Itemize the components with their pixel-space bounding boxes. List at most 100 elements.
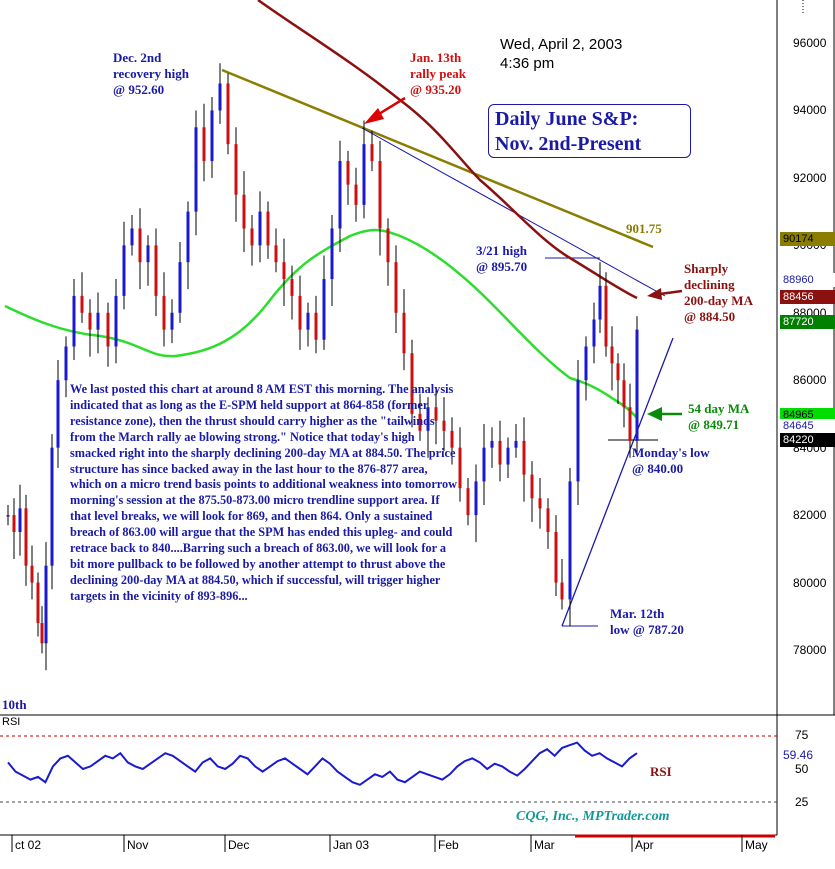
price-tag: 84645 [780, 418, 835, 433]
price-tag: 84220 [780, 433, 835, 448]
price-bar [466, 478, 470, 526]
price-tick-label: 96000 [793, 36, 827, 50]
price-bar [314, 295, 318, 354]
price-bar [146, 235, 150, 286]
price-bar [622, 363, 626, 428]
price-bar [106, 302, 110, 367]
price-bar [6, 504, 10, 526]
price-bar [306, 302, 310, 347]
timestamp-date: Wed, April 2, 2003 [500, 36, 623, 53]
price-bar [186, 201, 190, 290]
month-label: Mar [534, 838, 555, 852]
uptrend-line-blue [561, 337, 674, 627]
annotation-dec2-high: Dec. 2nd recovery high @ 952.60 [113, 50, 189, 97]
price-bar [56, 359, 60, 468]
price-tag: 88960 [780, 273, 835, 288]
timestamp-time: 4:36 pm [500, 55, 555, 72]
price-bar [50, 434, 54, 590]
price-bar [394, 245, 398, 334]
price-bars [6, 63, 639, 671]
price-bar [330, 214, 334, 307]
rsi-line [7, 741, 638, 786]
price-bar [628, 383, 632, 458]
annotation-ma54: 54 day MA @ 849.71 [688, 401, 750, 432]
price-bar [386, 218, 390, 286]
annotation-mar12-low: Mar. 12th low @ 787.20 [610, 606, 684, 637]
price-bar [72, 279, 76, 360]
price-bar [635, 316, 639, 455]
price-bar [242, 171, 246, 253]
chart-title-box: Daily June S&P: Nov. 2nd-Present [488, 104, 691, 158]
annotation-mar21-high: 3/21 high @ 895.70 [476, 243, 528, 274]
price-bar [616, 353, 620, 404]
price-bar [354, 167, 358, 222]
price-bar [24, 494, 28, 586]
price-bar [370, 130, 374, 172]
month-label: Jan 03 [333, 838, 370, 852]
downtrend-line-olive [221, 68, 654, 249]
ma54-arrow [647, 407, 682, 421]
price-bar [18, 484, 22, 556]
jan13-arrow [364, 96, 406, 124]
price-bar [434, 390, 438, 445]
price-bar [568, 467, 572, 627]
month-label: Apr [635, 838, 654, 852]
price-tick-label: 78000 [793, 643, 827, 657]
price-bar [522, 417, 526, 502]
price-bar [402, 289, 406, 371]
price-tag: 90174 [780, 232, 835, 247]
price-bar [474, 464, 478, 543]
price-bar [154, 228, 158, 317]
price-bar [114, 279, 118, 364]
price-bar [64, 336, 68, 398]
chart-subtitle: Nov. 2nd-Present [495, 133, 642, 155]
commentary-text: We last posted this chart at around 8 AM… [70, 382, 458, 603]
price-bar [576, 359, 580, 505]
price-tick-label: 82000 [793, 508, 827, 523]
price-bar [530, 461, 534, 522]
price-bar [96, 292, 100, 354]
price-bar [138, 208, 142, 290]
price-bar [162, 272, 166, 347]
price-tick-label: 92000 [793, 170, 827, 185]
price-bar [266, 201, 270, 259]
price-bar [610, 326, 614, 391]
price-bar [418, 393, 422, 441]
price-bar [410, 339, 414, 428]
annotation-monday-low: Monday's low @ 840.00 [632, 445, 710, 476]
price-tag: 88456 [780, 290, 835, 305]
price-bar [598, 262, 602, 334]
rsi-tick-50: 50 [795, 762, 809, 776]
price-bar [274, 228, 278, 273]
price-bar [290, 265, 294, 320]
price-tick-label: 86000 [793, 373, 827, 388]
price-bar [130, 214, 134, 256]
price-bar [538, 478, 542, 529]
price-bar [506, 437, 510, 479]
price-bar [80, 272, 84, 323]
annotation-oct-low: 10th [2, 697, 27, 712]
ma200-line [257, 0, 638, 300]
month-label: Dec [228, 838, 250, 852]
price-bar [258, 191, 262, 263]
price-bar [170, 299, 174, 344]
price-tick-label: 94000 [793, 103, 827, 118]
price-bar [450, 417, 454, 465]
price-bar [122, 221, 126, 310]
price-bar [426, 397, 430, 458]
price-bar [298, 275, 302, 350]
rsi-tick-25: 25 [795, 795, 809, 809]
price-bar [322, 255, 326, 350]
ma200-arrow [647, 288, 683, 300]
price-bar [44, 542, 48, 671]
price-bar [202, 103, 206, 182]
price-bar [546, 498, 550, 549]
price-bar [498, 420, 502, 482]
price-bar [12, 498, 16, 559]
month-separators [11, 835, 743, 852]
price-bar [250, 214, 254, 266]
chart-credit: CQG, Inc., MPTrader.com [516, 809, 670, 824]
price-bar [282, 238, 286, 307]
month-label: Feb [438, 838, 459, 852]
